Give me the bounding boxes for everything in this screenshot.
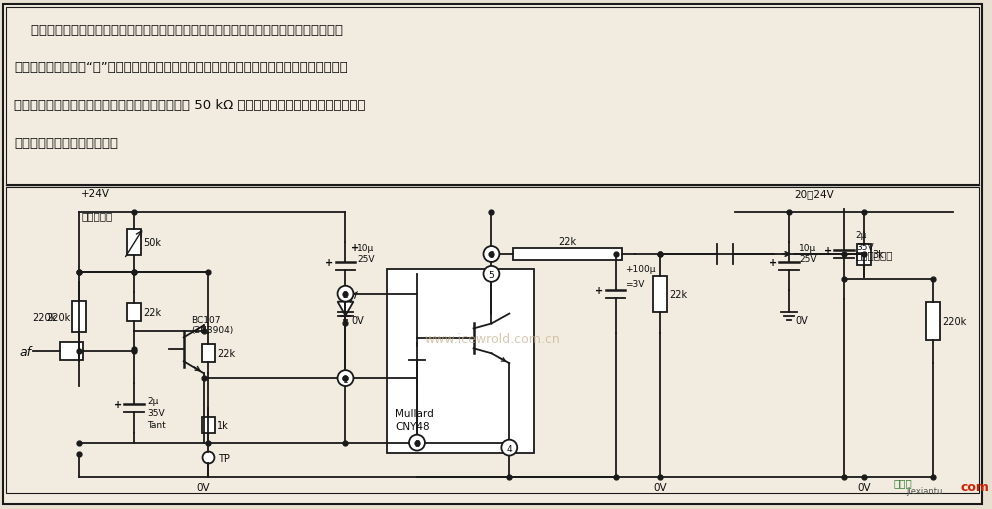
- Circle shape: [483, 246, 499, 263]
- Text: 来自调谐器: 来自调谐器: [81, 211, 113, 221]
- Text: www.icewrold.com.cn: www.icewrold.com.cn: [425, 332, 560, 345]
- Text: 10µ: 10µ: [357, 243, 375, 252]
- Text: 2µ: 2µ: [856, 230, 867, 239]
- Circle shape: [409, 435, 425, 450]
- Text: 220k: 220k: [32, 312, 56, 322]
- Text: 22k: 22k: [143, 307, 161, 317]
- Bar: [201, 345, 215, 362]
- Text: +24V: +24V: [81, 189, 110, 199]
- Text: +: +: [351, 243, 359, 252]
- Text: 220k: 220k: [942, 317, 966, 326]
- Text: +100µ: +100µ: [626, 265, 656, 274]
- Text: 音频至预放器: 音频至预放器: [856, 249, 893, 260]
- Text: 1: 1: [342, 375, 348, 384]
- Text: +: +: [769, 258, 778, 267]
- Bar: [127, 229, 141, 256]
- Text: 25V: 25V: [357, 255, 375, 264]
- Text: 6: 6: [488, 251, 494, 260]
- Bar: [6, 8, 979, 184]
- Text: +: +: [823, 245, 832, 256]
- Text: 10µ: 10µ: [800, 243, 816, 252]
- Text: Tant: Tant: [147, 420, 166, 430]
- Circle shape: [501, 440, 517, 456]
- Text: 1k: 1k: [217, 420, 229, 431]
- Bar: [6, 188, 979, 493]
- Text: 2µ: 2µ: [147, 397, 159, 406]
- Polygon shape: [409, 347, 425, 360]
- Text: 4: 4: [507, 444, 512, 453]
- Text: TP: TP: [218, 453, 230, 463]
- Text: +: +: [595, 285, 603, 295]
- Text: 20～24V: 20～24V: [795, 189, 834, 199]
- Text: Mullard: Mullard: [395, 408, 434, 418]
- Text: jiexiantu: jiexiantu: [907, 486, 942, 495]
- Text: 低电平信号不受交流“嗡”声的干扰。本电路可用在产生高质量声音和视频输出的调制器中。光: 低电平信号不受交流“嗡”声的干扰。本电路可用在产生高质量声音和视频输出的调制器中…: [14, 61, 347, 74]
- Bar: [72, 301, 86, 332]
- Circle shape: [202, 451, 214, 464]
- Bar: [927, 302, 940, 341]
- Text: 50k: 50k: [143, 238, 161, 247]
- Text: 0V: 0V: [196, 483, 210, 492]
- Bar: [60, 343, 83, 360]
- Bar: [201, 417, 215, 433]
- Circle shape: [337, 286, 353, 302]
- Text: 22k: 22k: [670, 289, 687, 299]
- Text: 0V: 0V: [654, 483, 667, 492]
- Text: 35V: 35V: [147, 409, 165, 417]
- Text: BC107: BC107: [191, 316, 221, 324]
- Text: 25V: 25V: [800, 255, 816, 264]
- Text: 220k: 220k: [47, 312, 70, 322]
- Text: com: com: [960, 480, 989, 493]
- Text: af: af: [20, 345, 32, 358]
- Text: 2: 2: [342, 291, 348, 300]
- Bar: [127, 303, 141, 321]
- Text: +: +: [325, 258, 333, 267]
- Text: +: +: [114, 399, 122, 409]
- Text: =3V: =3V: [626, 280, 645, 289]
- Bar: [513, 248, 622, 261]
- Circle shape: [337, 371, 353, 386]
- Text: 0V: 0V: [351, 315, 364, 325]
- Text: CNY48: CNY48: [395, 421, 430, 431]
- Bar: [654, 276, 668, 312]
- Text: 电隔离器使用光敏达林顿管和红外发光二极管。用 50 kΩ 可变电阻器调节二极管电流，在噪声: 电隔离器使用光敏达林顿管和红外发光二极管。用 50 kΩ 可变电阻器调节二极管电…: [14, 99, 365, 112]
- Text: 5: 5: [488, 271, 494, 280]
- Text: 35V: 35V: [856, 242, 873, 251]
- Text: 0V: 0V: [857, 483, 871, 492]
- Polygon shape: [337, 302, 353, 316]
- Text: 3k: 3k: [873, 250, 885, 260]
- Text: 22k: 22k: [217, 349, 235, 358]
- Text: 和失真之间取得最好的折衷。: 和失真之间取得最好的折衷。: [14, 136, 118, 150]
- Text: 0V: 0V: [796, 315, 807, 325]
- Text: 捷集图: 捷集图: [894, 477, 913, 487]
- Circle shape: [483, 266, 499, 282]
- Text: (2N3904): (2N3904): [191, 325, 234, 334]
- Text: 22k: 22k: [558, 237, 576, 246]
- Bar: [387, 269, 534, 453]
- Bar: [857, 245, 871, 265]
- Text: 在电视机的音频馈入线路中，采用光电隔离器，可以防止电网频率的地电流的循环，保护: 在电视机的音频馈入线路中，采用光电隔离器，可以防止电网频率的地电流的循环，保护: [14, 23, 343, 37]
- Text: 3: 3: [414, 439, 420, 448]
